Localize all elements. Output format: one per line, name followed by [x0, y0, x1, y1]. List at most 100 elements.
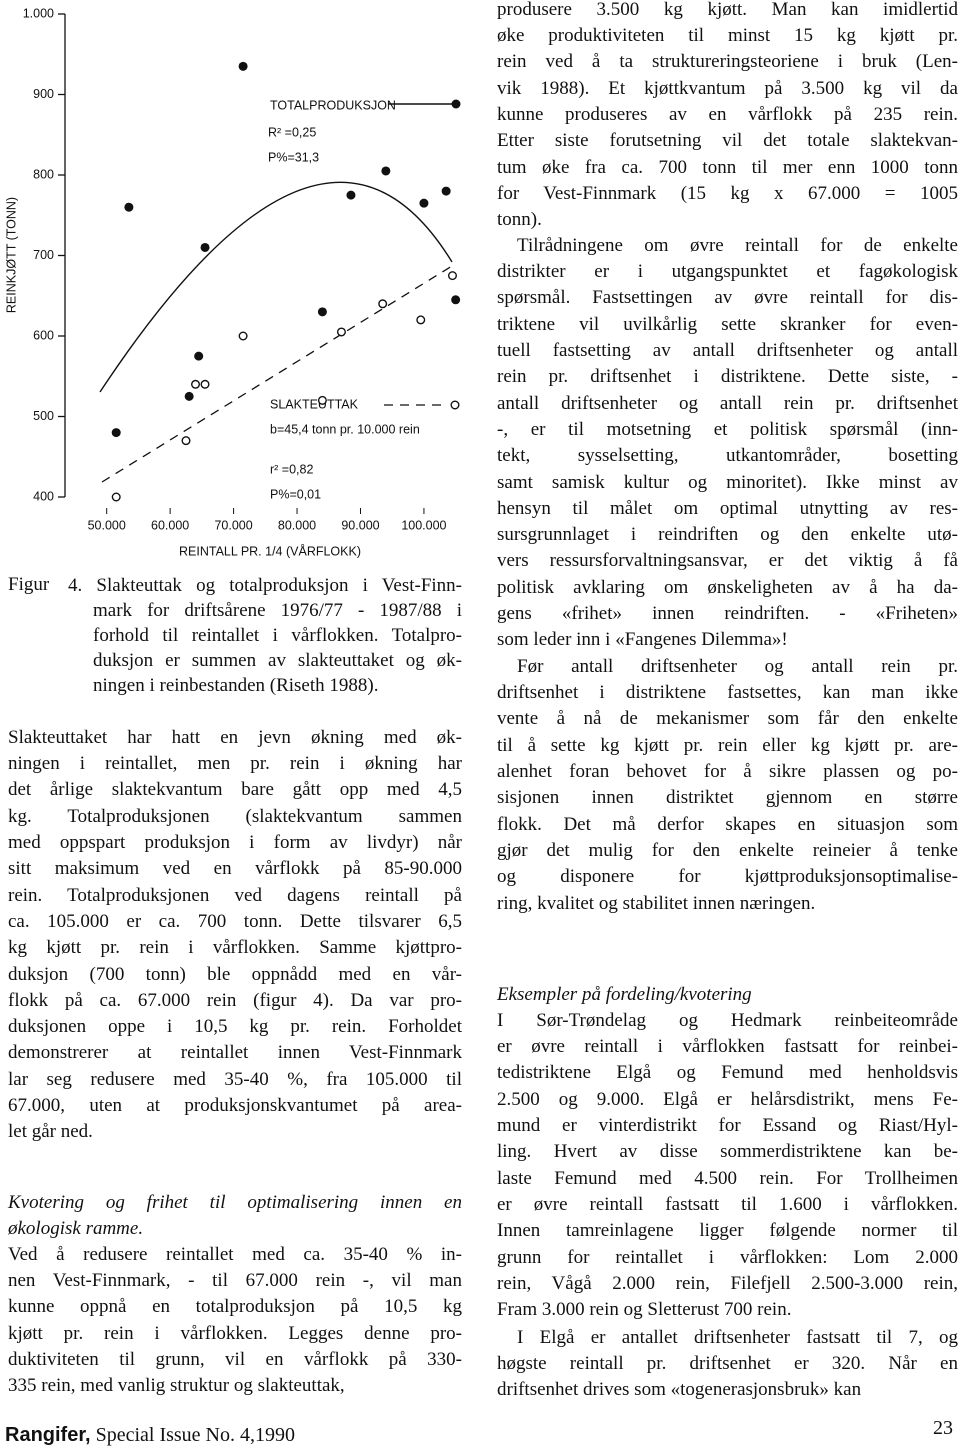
- text-line: vers ressursforvaltningsansvar, er det v…: [497, 550, 958, 572]
- point: [317, 307, 327, 317]
- text-line: Etter siste forutsetning vil det totale …: [497, 130, 958, 152]
- legend-stat: P%=0,01: [270, 487, 321, 501]
- text-line: 67.000, uten at produksjonskvantumet på …: [8, 1095, 462, 1117]
- point: [447, 271, 457, 281]
- point: [441, 186, 451, 196]
- text-line: for Vest-Finnmark (15 kg x 67.000 = 1005: [497, 182, 958, 204]
- x-tick-label: 70.000: [214, 518, 252, 532]
- text-line: demonstrerer at reintallet innen Vest-Fi…: [8, 1042, 462, 1064]
- text-line: ling. Hvert av disse sommerdistriktene k…: [497, 1141, 958, 1163]
- text-line: ca. 105.000 er ca. 700 tonn. Dette tilsv…: [8, 910, 462, 932]
- text-line: Slakteuttaket har hatt en jevn økning me…: [8, 726, 462, 748]
- text-line: Før antall driftsenheter og antall rein …: [517, 655, 958, 677]
- text-line: det årlige slaktekvantum bare gått opp m…: [8, 779, 462, 801]
- text-line: duksjonen oppe i 10,5 kg pr. rein. Forho…: [8, 1016, 462, 1038]
- text-line: spørsmål. Fastsettingen av øvre reintall…: [497, 287, 958, 309]
- text-line: vente å nå de mekanismer som får den enk…: [497, 708, 958, 730]
- text-line: tonn).: [497, 209, 542, 231]
- text-line: hensyn til målet om optimal utnytting av…: [497, 497, 958, 519]
- point: [181, 436, 191, 446]
- text-line: er øvre reintall fastsatt til 1.600 i vå…: [497, 1193, 958, 1215]
- text-line: kunne oppnå en totalproduksjon på 10,5 k…: [8, 1296, 462, 1318]
- text-line: rein. Totalproduksjonen ved dagens reint…: [8, 884, 462, 906]
- text-line: sisjonen innen distriktet gjennom en stø…: [497, 787, 958, 809]
- text-line: mund er vinterdistrikt for Essand og Ria…: [497, 1115, 958, 1137]
- text-line: antall driftsenheter og antall rein pr. …: [497, 392, 958, 414]
- text-line: sitt maksimum ved en vårflokk på 85-90.0…: [8, 858, 462, 880]
- text-line: lar seg redusere med 35-40 %, fra 105.00…: [8, 1068, 462, 1090]
- slaughter-fit-line: [101, 265, 453, 483]
- text-line: høgste reintall pr. driftsenhet er 320. …: [497, 1353, 958, 1375]
- text-line: driftsenhet i distriktene fastsettes, ka…: [497, 682, 958, 704]
- text-line: rein pr. driftsenhet i distriktene. Dett…: [497, 366, 958, 388]
- x-tick-label: 80.000: [278, 518, 316, 532]
- y-tick-label: 500: [33, 409, 54, 423]
- point: [346, 190, 356, 200]
- figure: TOTALPRODUKSJON R² =0,25 P%=31,3 SLAKTEU…: [4, 6, 461, 558]
- text-line: tum øke fra ca. 700 tonn til mer enn 100…: [497, 156, 958, 178]
- x-axis-label: REINTALL PR. 1/4 (VÅRFLOKK): [179, 543, 361, 558]
- point: [238, 331, 248, 341]
- x-tick-label: 50.000: [88, 518, 126, 532]
- caption-line: forhold til reintallet i vårflokken. Tot…: [93, 624, 462, 646]
- text-line: alenhet foran behovet for å sikre plasse…: [497, 761, 958, 783]
- point: [111, 492, 121, 502]
- x-tick-label: 90.000: [341, 518, 379, 532]
- text-line: -, er til motsetning et politisk spørsmå…: [497, 418, 958, 440]
- text-line: ring, kvalitet og stabilitet innen nærin…: [497, 892, 816, 914]
- text-line: I Elgå er antallet driftsenheter fastsat…: [517, 1326, 958, 1348]
- text-line: Innen tamreinlagene ligger følgende norm…: [497, 1220, 958, 1242]
- text-line: Tilrådningene om øvre reintall for de en…: [517, 234, 958, 256]
- text-line: rein ved å ta struktureringsteoriene i b…: [497, 51, 958, 73]
- text-line: gens «frihet» innen reindriften. - «Frih…: [497, 603, 958, 625]
- y-tick-label: 800: [33, 167, 54, 181]
- text-line: tedistriktene Elgå og Femund med henhold…: [497, 1062, 958, 1084]
- x-tick-label: 60.000: [151, 518, 189, 532]
- text-line: rein, Vågå 2.000 rein, Filefjell 2.500-3…: [497, 1272, 958, 1294]
- y-tick-label: 700: [33, 248, 54, 262]
- caption-line: ningen i reinbestanden (Riseth 1988).: [93, 674, 379, 696]
- text-line: Fram 3.000 rein og Sletterust 700 rein.: [497, 1299, 792, 1321]
- point: [200, 242, 210, 252]
- y-tick-label: 1.000: [23, 6, 54, 20]
- y-tick-label: 600: [33, 328, 54, 342]
- text-line: samt samisk kultur og minoritet). Ikke m…: [497, 471, 958, 493]
- legend-marker: [451, 99, 461, 109]
- text-line: driftsenhet drives som «togenerasjonsbru…: [497, 1379, 862, 1401]
- text-line: kunne produseres av en vårflokk på 235 r…: [497, 104, 958, 126]
- x-tick-label: 100.000: [401, 518, 446, 532]
- text-line: duktiviteten til grunn, vil en vårflokk …: [8, 1349, 462, 1371]
- total-fit-curve: [99, 181, 453, 393]
- text-line: tekt, sysselsetting, utkantområder, bose…: [497, 445, 958, 467]
- text-line: nen Vest-Finnmark, - til 67.000 rein -, …: [8, 1270, 462, 1292]
- y-axis-label: REINKJØTT (TONN): [4, 197, 18, 313]
- point: [111, 428, 121, 438]
- text-line: I Sør-Trøndelag og Hedmark reinbeiteområ…: [497, 1009, 958, 1031]
- text-line: tuell fastsetting av antall driftsenhete…: [497, 340, 958, 362]
- legend-entry: SLAKTEUTTAK: [270, 397, 359, 411]
- point: [317, 395, 327, 405]
- text-line: 335 rein, med vanlig struktur og slakteu…: [8, 1375, 345, 1397]
- text-line: vik 1988). Et kjøttkvantum på 3.500 kg v…: [497, 77, 958, 99]
- text-line: laste Femund med 4.500 rein. For Trollhe…: [497, 1167, 958, 1189]
- point: [336, 327, 346, 337]
- text-line: sursgrunnlaget i reindriften og den enke…: [497, 524, 958, 546]
- caption-label: Figur: [8, 574, 50, 595]
- text-line: Ved å redusere reintallet med ca. 35-40 …: [8, 1243, 462, 1265]
- text-line: duksjon (700 tonn) ble oppnådd med en vå…: [8, 963, 462, 985]
- caption-line: 4. Slakteuttak og totalproduksjon i Vest…: [68, 574, 462, 596]
- page-number: 23: [933, 1417, 953, 1439]
- point: [184, 391, 194, 401]
- point: [200, 379, 210, 389]
- legend-stat: P%=31,3: [268, 150, 319, 164]
- text-line: triktene vil uvilkårlig sette skranker f…: [497, 313, 958, 335]
- text-line: let går ned.: [8, 1121, 93, 1143]
- legend-stat: b=45,4 tonn pr. 10.000 rein: [270, 422, 420, 436]
- text-line: 2.500 og 9.000. Elgå er helårsdistrikt, …: [497, 1088, 958, 1110]
- caption-line: duksjon er summen av slakteuttaket og øk…: [93, 649, 462, 671]
- caption-line: mark for driftsårene 1976/77 - 1987/88 i: [93, 599, 462, 621]
- point: [194, 351, 204, 361]
- point: [191, 379, 201, 389]
- point: [416, 315, 426, 325]
